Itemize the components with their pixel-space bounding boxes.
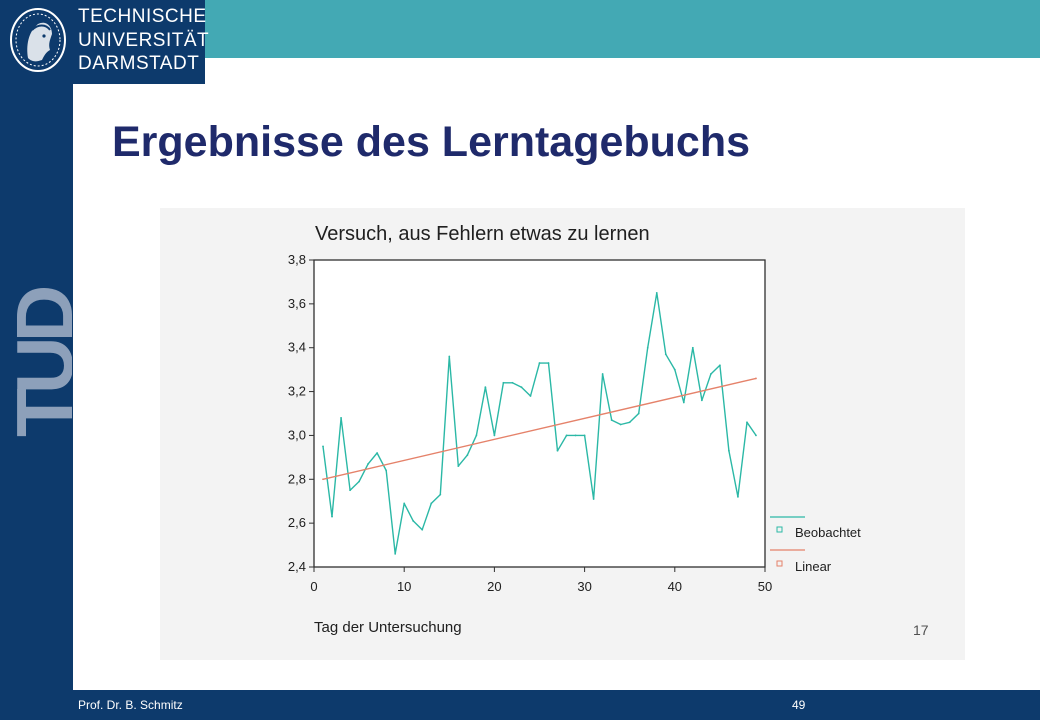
chart-title: Versuch, aus Fehlern etwas zu lernen xyxy=(315,223,650,245)
data-point-beobachtet xyxy=(728,449,730,452)
data-point-beobachtet xyxy=(755,434,757,437)
data-point-beobachtet xyxy=(592,498,595,500)
plot-frame xyxy=(313,259,766,568)
university-line-2: UNIVERSITÄT xyxy=(78,29,210,51)
data-point-beobachtet xyxy=(385,469,388,472)
data-point-beobachtet xyxy=(601,373,604,375)
top-teal-band xyxy=(73,0,1040,58)
tud-side-logo: TUD xyxy=(2,287,72,437)
legend-label-linear: Linear xyxy=(795,559,832,574)
y-tick-label: 2,4 xyxy=(288,559,306,574)
data-point-beobachtet xyxy=(457,465,460,468)
header-white-strip xyxy=(205,58,1040,84)
data-point-beobachtet xyxy=(628,421,631,424)
data-point-beobachtet xyxy=(691,346,694,349)
data-point-beobachtet xyxy=(583,434,586,437)
data-point-linear xyxy=(322,478,324,481)
athena-seal-icon xyxy=(10,8,66,72)
data-point-beobachtet xyxy=(538,362,541,364)
data-point-beobachtet xyxy=(646,346,649,349)
data-point-beobachtet xyxy=(709,373,712,375)
y-tick-label: 2,6 xyxy=(288,515,306,530)
data-point-beobachtet xyxy=(619,423,622,426)
data-point-beobachtet xyxy=(412,520,415,522)
data-point-beobachtet xyxy=(565,434,568,437)
line-chart: Versuch, aus Fehlern etwas zu lernen 2,4… xyxy=(288,223,929,638)
footer-bar xyxy=(73,690,1040,720)
tud-mark-text: TUD xyxy=(2,287,72,437)
footer-author: Prof. Dr. B. Schmitz xyxy=(78,698,183,712)
data-point-beobachtet xyxy=(719,364,721,367)
data-point-beobachtet xyxy=(349,489,351,492)
y-tick-label: 2,8 xyxy=(288,471,306,486)
x-tick-label: 0 xyxy=(310,579,317,594)
x-tick-label: 40 xyxy=(668,579,682,594)
y-tick-label: 3,2 xyxy=(288,384,306,399)
data-point-linear xyxy=(755,377,757,380)
data-point-beobachtet xyxy=(484,386,487,389)
series-line-linear xyxy=(322,377,757,480)
data-point-beobachtet xyxy=(367,463,370,465)
x-axis-label: Tag der Untersuchung xyxy=(314,619,462,636)
data-point-beobachtet xyxy=(511,381,514,384)
x-axis-ticks: 0 10 20 30 40 50 xyxy=(310,567,772,594)
legend: Beobachtet Linear xyxy=(770,516,861,574)
y-tick-label: 3,0 xyxy=(288,427,306,442)
series-layer xyxy=(322,291,757,555)
data-point-beobachtet xyxy=(466,454,469,457)
y-tick-label: 3,4 xyxy=(288,340,306,355)
data-point-beobachtet xyxy=(322,445,324,448)
footer-page-number: 49 xyxy=(792,698,806,712)
data-point-beobachtet xyxy=(556,449,559,452)
data-point-beobachtet xyxy=(664,353,667,356)
y-tick-label: 3,6 xyxy=(288,296,306,311)
data-point-beobachtet xyxy=(502,381,505,384)
university-logo: TECHNISCHE UNIVERSITÄT DARMSTADT xyxy=(0,0,209,84)
data-point-beobachtet xyxy=(421,528,424,531)
data-point-beobachtet xyxy=(637,412,640,415)
data-point-beobachtet xyxy=(358,480,360,483)
data-point-beobachtet xyxy=(520,386,523,389)
x-tick-label: 20 xyxy=(487,579,501,594)
slide-title: Ergebnisse des Lerntagebuchs xyxy=(112,118,751,166)
data-point-beobachtet xyxy=(331,515,333,518)
data-point-beobachtet xyxy=(547,362,550,364)
legend-label-beobachtet: Beobachtet xyxy=(795,525,861,540)
university-name: TECHNISCHE UNIVERSITÄT DARMSTADT xyxy=(78,5,209,76)
data-point-beobachtet xyxy=(475,434,478,437)
data-point-beobachtet xyxy=(737,495,739,498)
data-point-beobachtet xyxy=(448,355,451,358)
data-point-beobachtet xyxy=(340,416,342,419)
x-tick-label: 30 xyxy=(577,579,591,594)
data-point-beobachtet xyxy=(430,502,433,505)
data-point-beobachtet xyxy=(439,493,442,496)
legend-marker-linear xyxy=(776,560,783,567)
data-point-beobachtet xyxy=(376,452,379,454)
left-brand-bar xyxy=(0,0,73,720)
data-point-beobachtet xyxy=(700,399,703,402)
figure-number: 17 xyxy=(913,622,929,638)
data-point-beobachtet xyxy=(574,434,577,437)
data-point-beobachtet xyxy=(673,368,676,371)
university-line-3: DARMSTADT xyxy=(78,53,200,74)
data-point-beobachtet xyxy=(394,552,397,555)
data-point-beobachtet xyxy=(529,395,532,397)
data-point-beobachtet xyxy=(403,502,406,505)
legend-marker-beobachtet xyxy=(776,526,783,533)
data-point-beobachtet xyxy=(610,419,613,421)
y-tick-label: 3,8 xyxy=(288,252,306,267)
data-point-beobachtet xyxy=(682,401,685,404)
data-point-beobachtet xyxy=(746,421,748,424)
data-point-beobachtet xyxy=(493,434,496,437)
data-point-beobachtet xyxy=(655,291,658,294)
y-axis-ticks: 2,4 2,6 2,8 3,0 3,2 3,4 3,6 3,8 xyxy=(288,252,314,574)
x-tick-label: 10 xyxy=(397,579,411,594)
x-tick-label: 50 xyxy=(758,579,772,594)
university-line-1: TECHNISCHE xyxy=(78,6,207,27)
